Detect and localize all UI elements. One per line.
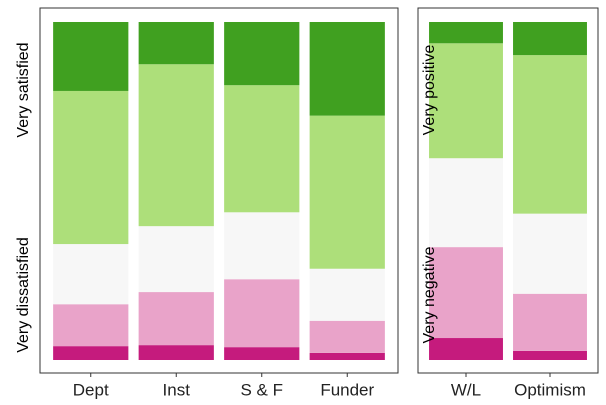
bar-segment <box>513 350 587 360</box>
bar-segment <box>513 213 587 294</box>
y-annotation: Very dissatisfied <box>15 237 32 353</box>
x-tick-label: Funder <box>320 380 374 399</box>
bar-segment <box>513 55 587 214</box>
bar-segment <box>224 279 300 348</box>
y-annotation: Very positive <box>421 45 438 136</box>
x-tick-label: Dept <box>73 380 109 399</box>
bar-segment <box>309 268 385 321</box>
bar-segment <box>53 244 129 305</box>
bar-segment <box>138 22 214 65</box>
bar-segment <box>138 64 214 227</box>
bar-segment <box>429 43 503 159</box>
bar-segment <box>309 22 385 116</box>
x-tick-label: Inst <box>163 380 191 399</box>
y-annotation: Very satisfied <box>15 42 32 137</box>
x-tick-label: S & F <box>240 380 283 399</box>
bar-segment <box>53 90 129 245</box>
bar-segment <box>309 115 385 269</box>
bar-segment <box>309 352 385 360</box>
bar-segment <box>224 22 300 86</box>
bar-segment <box>53 304 129 347</box>
bar-segment <box>429 158 503 248</box>
bar-segment <box>513 22 587 56</box>
x-tick-label: Optimism <box>514 380 586 399</box>
bar-segment <box>513 293 587 351</box>
bar-segment <box>309 320 385 353</box>
bar-segment <box>429 22 503 44</box>
bar-segment <box>429 247 503 339</box>
bar-segment <box>53 346 129 360</box>
bar-segment <box>224 85 300 213</box>
bar-segment <box>224 212 300 280</box>
y-annotation: Very negative <box>421 246 438 343</box>
panel-border <box>39 7 399 374</box>
panel-border <box>417 7 599 374</box>
bar-segment <box>224 347 300 360</box>
bar-segment <box>53 22 129 91</box>
bar-segment <box>138 345 214 360</box>
bar-segment <box>429 338 503 360</box>
bar-segment <box>138 226 214 293</box>
x-tick-label: W/L <box>451 380 481 399</box>
bar-segment <box>138 292 214 346</box>
